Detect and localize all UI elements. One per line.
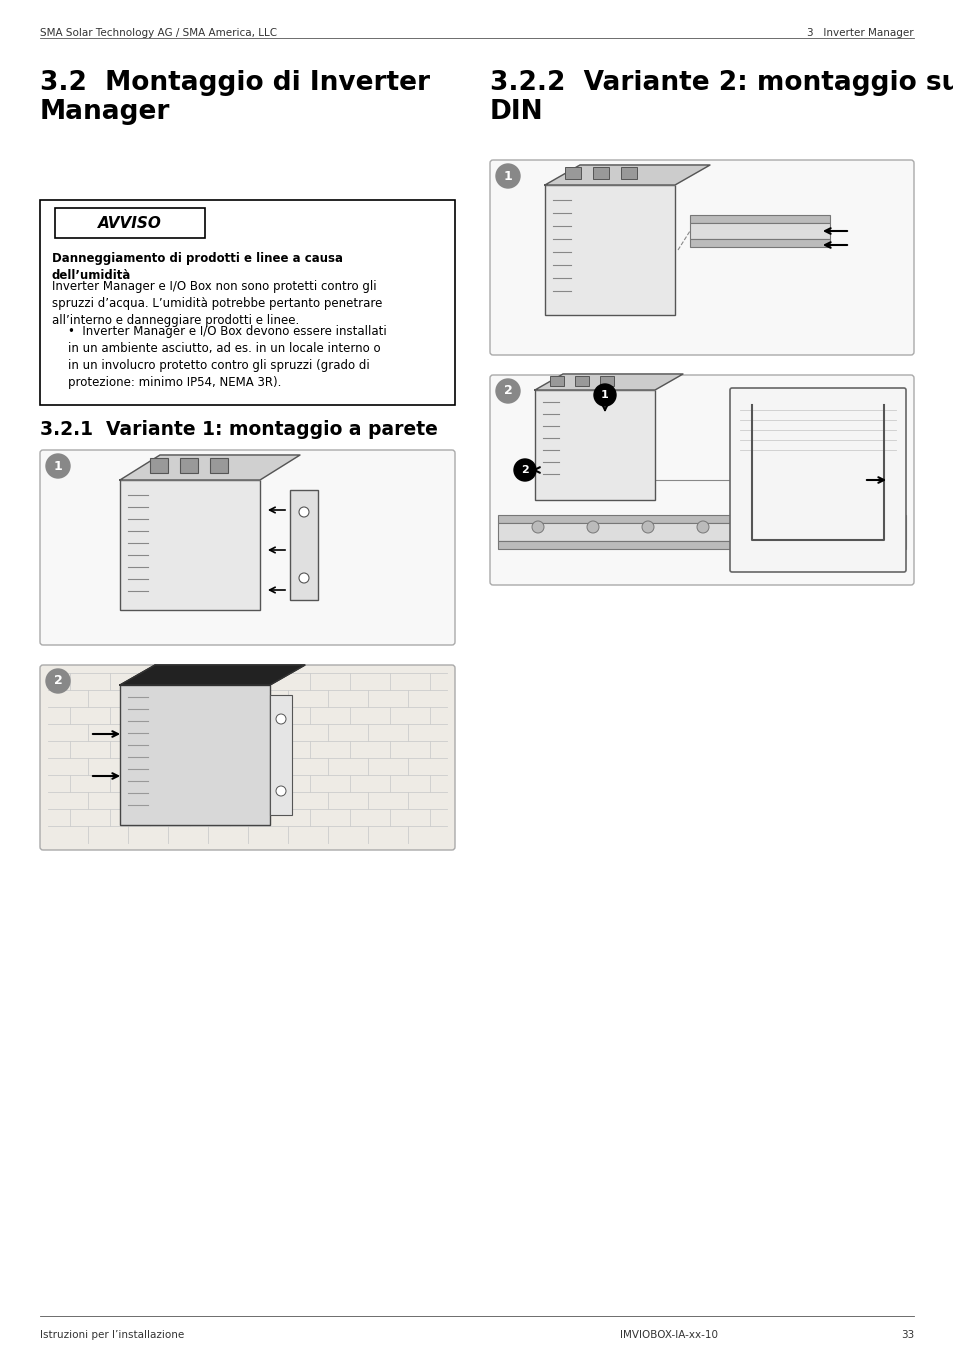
FancyBboxPatch shape — [729, 388, 905, 572]
FancyBboxPatch shape — [490, 375, 913, 585]
Text: Danneggiamento di prodotti e linee a causa
dell’umidità: Danneggiamento di prodotti e linee a cau… — [52, 251, 343, 283]
Text: 1: 1 — [600, 389, 608, 400]
Text: Istruzioni per l’installazione: Istruzioni per l’installazione — [40, 1330, 184, 1340]
Text: 33: 33 — [900, 1330, 913, 1340]
Text: IMVIOBOX-IA-xx-10: IMVIOBOX-IA-xx-10 — [619, 1330, 718, 1340]
Bar — [620, 168, 637, 178]
Bar — [575, 376, 588, 387]
FancyBboxPatch shape — [40, 450, 455, 645]
Polygon shape — [544, 165, 709, 185]
Bar — [120, 685, 270, 825]
Bar — [550, 376, 563, 387]
Bar — [210, 458, 228, 473]
Bar — [497, 523, 905, 541]
Bar — [564, 168, 580, 178]
Bar — [120, 480, 260, 610]
Circle shape — [275, 714, 286, 725]
Bar — [290, 489, 317, 600]
FancyBboxPatch shape — [490, 160, 913, 356]
Bar — [689, 223, 829, 239]
Bar — [544, 185, 675, 315]
Text: 3.2.1  Variante 1: montaggio a parete: 3.2.1 Variante 1: montaggio a parete — [40, 420, 437, 439]
Circle shape — [46, 669, 70, 694]
Circle shape — [496, 379, 519, 403]
Circle shape — [641, 521, 654, 533]
Circle shape — [496, 164, 519, 188]
Bar — [599, 376, 614, 387]
Bar — [270, 695, 292, 815]
Polygon shape — [535, 375, 682, 389]
Bar — [689, 239, 829, 247]
Text: 2: 2 — [53, 675, 62, 688]
Circle shape — [532, 521, 543, 533]
Circle shape — [594, 384, 616, 406]
Bar — [593, 168, 608, 178]
Text: •  Inverter Manager e I/O Box devono essere installati
in un ambiente asciutto, : • Inverter Manager e I/O Box devono esse… — [68, 324, 386, 389]
Bar — [535, 389, 655, 500]
Text: 3.2.2  Variante 2: montaggio su guida
DIN: 3.2.2 Variante 2: montaggio su guida DIN — [490, 70, 953, 124]
Circle shape — [275, 786, 286, 796]
Circle shape — [751, 521, 763, 533]
Bar — [497, 515, 905, 523]
Text: SMA Solar Technology AG / SMA America, LLC: SMA Solar Technology AG / SMA America, L… — [40, 28, 276, 38]
Polygon shape — [120, 456, 299, 480]
Bar — [55, 208, 205, 238]
Text: AVVISO: AVVISO — [98, 215, 162, 230]
Circle shape — [298, 507, 309, 516]
Bar — [150, 458, 168, 473]
Bar — [689, 215, 829, 223]
Polygon shape — [120, 665, 305, 685]
Text: 2: 2 — [520, 465, 528, 475]
Bar — [180, 458, 198, 473]
Text: Inverter Manager e I/O Box non sono protetti contro gli
spruzzi d’acqua. L’umidi: Inverter Manager e I/O Box non sono prot… — [52, 280, 382, 327]
Bar — [497, 541, 905, 549]
Text: 3   Inverter Manager: 3 Inverter Manager — [806, 28, 913, 38]
Text: 3.2  Montaggio di Inverter
Manager: 3.2 Montaggio di Inverter Manager — [40, 70, 430, 124]
Text: 2: 2 — [503, 384, 512, 397]
Circle shape — [514, 458, 536, 481]
FancyBboxPatch shape — [40, 665, 455, 850]
Text: 1: 1 — [53, 460, 62, 472]
Circle shape — [298, 573, 309, 583]
Bar — [40, 200, 455, 406]
Circle shape — [586, 521, 598, 533]
Circle shape — [697, 521, 708, 533]
Circle shape — [46, 454, 70, 479]
Text: 1: 1 — [503, 169, 512, 183]
